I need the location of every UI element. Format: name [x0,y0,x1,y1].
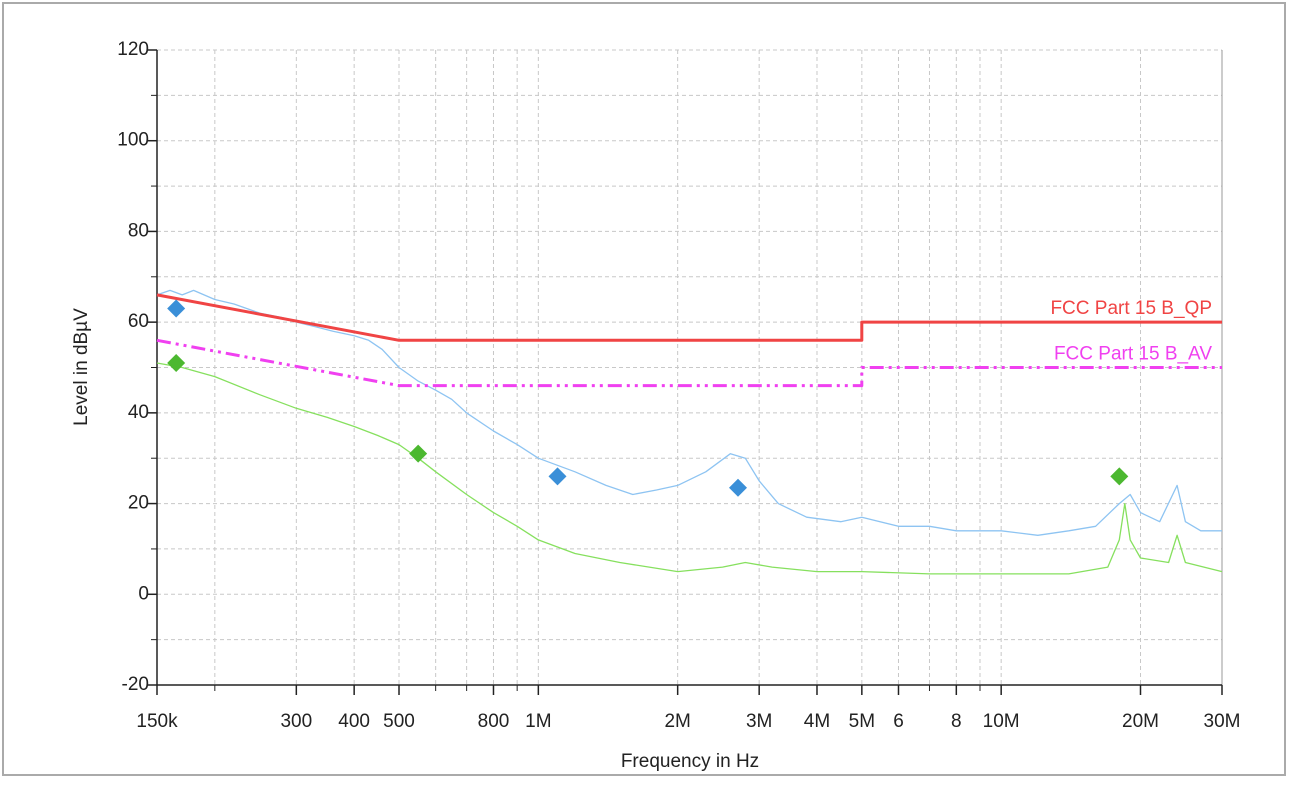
y-tick-label: 20 [128,493,149,514]
marker [548,467,567,486]
x-tick-label: 300 [280,711,312,732]
x-tick-label: 20M [1122,711,1159,732]
x-tick-label: 3M [746,711,772,732]
x-tick-label: 8 [951,711,962,732]
x-tick-label: 1M [525,711,551,732]
series-line [156,338,1222,388]
x-tick-label: 6 [893,711,904,732]
x-tick-label: 400 [338,711,370,732]
y-tick-label: 60 [128,311,149,332]
y-axis-label: Level in dBµV [71,308,92,426]
x-tick-label: 10M [983,711,1020,732]
y-tick-label: 80 [128,220,149,241]
y-tick-label: 0 [138,583,149,604]
x-axis-label: Frequency in Hz [621,751,759,772]
marker [167,353,186,372]
x-tick-label: 4M [804,711,830,732]
marker [728,478,747,497]
y-tick-label: 40 [128,402,149,423]
x-tick-label: 150k [136,711,178,732]
line-label: FCC Part 15 B_QP [1050,298,1212,319]
marker [1110,467,1129,486]
series-line [156,362,1223,575]
x-tick-label: 30M [1204,711,1241,732]
series-line [156,293,1222,342]
x-tick-label: 500 [383,711,415,732]
y-tick-label: 120 [117,39,149,60]
y-tick-label: -20 [122,674,149,695]
line-label: FCC Part 15 B_AV [1054,344,1212,365]
y-tick-label: 100 [117,130,149,151]
x-tick-label: 800 [478,711,510,732]
x-tick-label: 2M [664,711,690,732]
marker [409,444,428,463]
marker [167,299,186,318]
x-tick-label: 5M [849,711,875,732]
